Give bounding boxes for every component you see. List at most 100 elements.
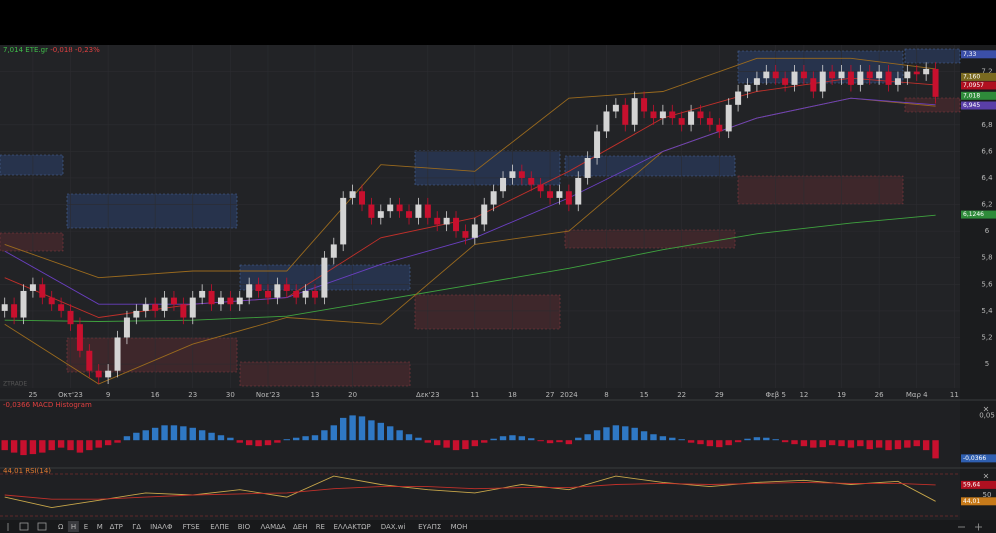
candle-body	[217, 297, 224, 305]
toolbar-button[interactable]: Ω	[58, 523, 64, 531]
candle-body	[641, 98, 648, 112]
candle-body	[340, 197, 347, 245]
macd-bar	[1, 440, 8, 451]
candle-body	[434, 217, 441, 225]
candle-body	[471, 224, 478, 238]
candle-body	[500, 177, 507, 192]
toolbar-button[interactable]: ΙΝΑΛΦ	[150, 523, 173, 531]
y-tick-label: 5,8	[981, 254, 992, 262]
macd-bar	[490, 438, 497, 441]
y-tick-label: 5,2	[981, 333, 992, 341]
toolbar-button[interactable]: ΒΙΟ	[238, 523, 251, 531]
candle-body	[396, 204, 403, 212]
macd-bar	[631, 427, 638, 441]
macd-bar	[405, 434, 413, 441]
macd-bar	[330, 425, 337, 441]
candle-body	[123, 317, 130, 338]
close-icon[interactable]: ×	[983, 472, 990, 481]
candle-body	[387, 204, 394, 212]
y-tick-label: 6,4	[981, 174, 993, 182]
indicator-line	[4, 77, 936, 318]
candle-body	[810, 78, 817, 92]
candle-body	[86, 350, 93, 371]
macd-bar	[264, 440, 272, 446]
header: 7,014 ETE.gr -0,018 -0,23%	[3, 46, 100, 54]
price-tag	[961, 210, 996, 219]
candle-body	[199, 290, 206, 298]
macd-bar	[622, 426, 629, 441]
candle-body	[377, 211, 384, 218]
toolbar-button[interactable]: M	[97, 523, 103, 531]
candle-body	[114, 337, 121, 371]
toolbar-button[interactable]: E	[84, 523, 88, 531]
macd-bar	[133, 432, 140, 441]
candle-body	[321, 257, 328, 298]
candle-body	[913, 71, 920, 75]
candle-body	[584, 158, 591, 178]
toolbar-button[interactable]: H	[71, 523, 76, 531]
x-tick-label: 30	[226, 391, 235, 399]
macd-bar	[697, 440, 704, 445]
toolbar-button[interactable]: ΔΕΗ	[293, 523, 307, 531]
candle-body	[170, 297, 177, 305]
price-tag	[961, 454, 996, 463]
candle-body	[293, 290, 300, 298]
toolbar-button[interactable]: DAX.wi	[381, 523, 406, 531]
toolbar-button[interactable]: ΕΛΛΑΚΤΩΡ	[334, 523, 371, 531]
price-tag-label: 7,160	[963, 73, 980, 80]
y-tick-label: 6,2	[981, 201, 992, 209]
macd-bar	[396, 430, 403, 441]
price-tag	[961, 480, 996, 489]
x-tick-label: 16	[151, 391, 160, 399]
candle-body	[509, 171, 516, 178]
macd-bar	[471, 440, 479, 447]
toolbar-button[interactable]: ΕΛΠΕ	[210, 523, 229, 531]
candle-body	[29, 284, 36, 291]
close-icon[interactable]: ×	[983, 405, 990, 414]
candle-body	[725, 104, 732, 132]
price-tag	[961, 497, 996, 506]
x-tick-label: Φεβ 5	[765, 391, 785, 399]
y-tick-label: 50	[983, 491, 992, 499]
candle-body	[255, 284, 262, 291]
macd-bar	[687, 440, 695, 443]
candle-body	[283, 284, 290, 291]
macd-bar	[584, 434, 591, 441]
candle-body	[894, 78, 901, 85]
toolbar	[0, 520, 996, 533]
candle-body	[39, 284, 46, 298]
x-tick-label: 22	[677, 391, 686, 399]
y-tick-label: 5	[985, 360, 989, 368]
candle-body	[76, 324, 83, 351]
x-tick-label: 2024	[560, 391, 578, 399]
x-tick-label: 11	[470, 391, 479, 399]
toolbar-button[interactable]: ΔΤΡ	[110, 523, 123, 531]
y-tick-label: 5,6	[981, 280, 993, 288]
candle-body	[67, 310, 74, 325]
toolbar-button[interactable]: RE	[316, 523, 325, 531]
x-tick-label: 13	[311, 391, 320, 399]
toolbar-button[interactable]: ΓΔ	[132, 523, 141, 531]
candle-body	[236, 297, 243, 305]
toolbar-button[interactable]: ΛΑΜΔΑ	[261, 523, 286, 531]
macd-bar	[781, 440, 789, 443]
price-tag-label: 6,1246	[963, 211, 984, 218]
macd-bar	[10, 440, 18, 453]
macd-bar	[377, 422, 385, 441]
candle-body	[735, 91, 742, 105]
candle-body	[537, 184, 544, 192]
candle-body	[406, 211, 413, 218]
toolbar-button[interactable]: ΜΟΗ	[451, 523, 468, 531]
macd-bar	[791, 440, 798, 445]
toolbar-button[interactable]: ΕΥΑΠΣ	[418, 523, 441, 531]
change: -0,018	[50, 46, 73, 54]
candle-body	[180, 304, 187, 318]
candle-body	[462, 231, 469, 238]
macd-bar	[180, 426, 187, 441]
candle-body	[142, 304, 149, 311]
toolbar-button[interactable]: FTSE	[183, 523, 200, 531]
candle-body	[528, 177, 535, 185]
macd-bar	[932, 440, 939, 459]
candle-body	[189, 297, 196, 318]
macd-bar	[593, 430, 601, 441]
